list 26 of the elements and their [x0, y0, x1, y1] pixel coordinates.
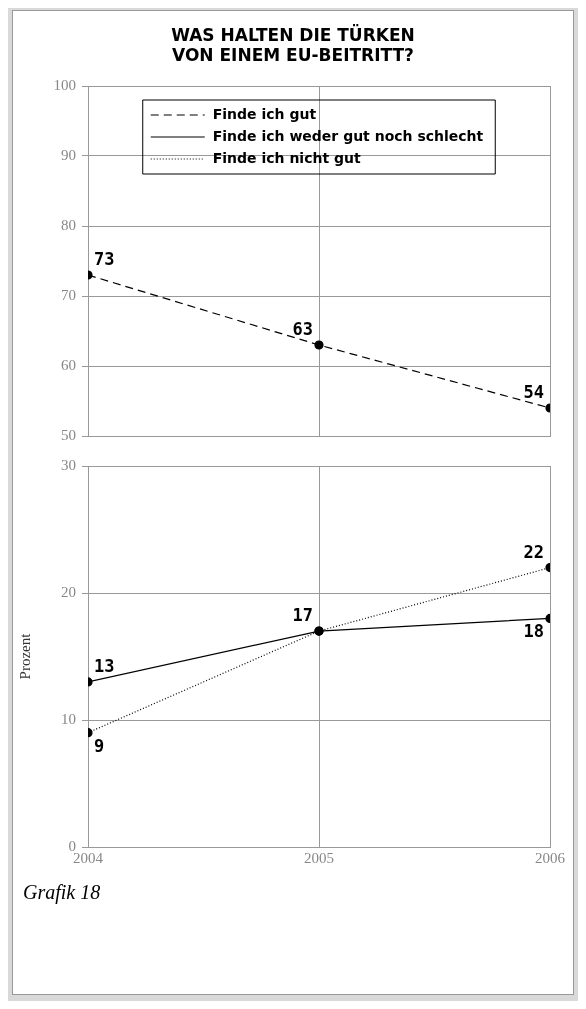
y-tick-label: 20 [61, 583, 76, 600]
text: Finde ich weder gut noch schlecht [212, 127, 484, 144]
data-label: 18 [523, 621, 544, 642]
y-tick-label: 80 [61, 216, 76, 233]
y-tick-label: 10 [61, 710, 76, 727]
y-tick-label: 50 [61, 426, 76, 443]
y-axis-title: Prozent [16, 632, 33, 680]
y-tick-label: 90 [61, 146, 76, 163]
legend-label: Finde ich gut [212, 105, 317, 122]
data-label: 13 [94, 655, 115, 676]
y-tick-label: 70 [61, 286, 76, 303]
data-label: 17 [292, 605, 313, 626]
text: Finde ich nicht gut [212, 149, 361, 166]
y-tick-label: 60 [61, 356, 76, 373]
x-tick-label: 2005 [304, 849, 334, 866]
data-label: 9 [94, 735, 105, 756]
y-tick-label: 30 [61, 456, 76, 473]
chart-title: WAS HALTEN DIE TÜRKEN VON EINEM EU-BEITRITT? [170, 25, 416, 65]
data-label: 63 [292, 318, 313, 339]
y-tick-label: 100 [53, 76, 76, 93]
data-label: 54 [523, 381, 544, 402]
y-tick-label: 0 [68, 837, 76, 854]
x-tick-label: 2006 [535, 849, 566, 866]
text: Grafik 18 [23, 881, 102, 904]
data-label: 73 [94, 248, 115, 269]
data-label: 22 [523, 541, 544, 562]
